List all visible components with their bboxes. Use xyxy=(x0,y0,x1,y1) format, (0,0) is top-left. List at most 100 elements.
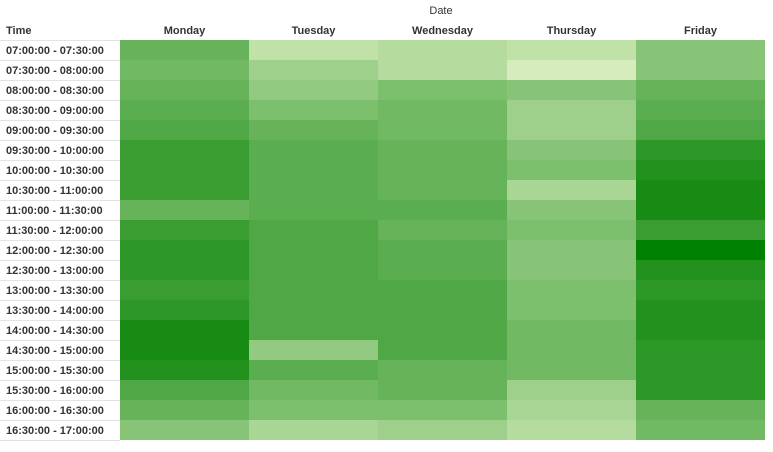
row-header: 15:30:00 - 16:00:00 xyxy=(6,385,104,397)
heatmap-cell-thursday xyxy=(507,120,636,140)
heatmap-cell-monday xyxy=(120,240,249,260)
heatmap-cell-tuesday xyxy=(249,340,378,360)
heatmap-cell-wednesday xyxy=(378,320,507,340)
heatmap-cell-tuesday xyxy=(249,200,378,220)
heatmap-cell-monday xyxy=(120,100,249,120)
heatmap-cell-tuesday xyxy=(249,400,378,420)
heatmap-cell-monday xyxy=(120,40,249,60)
heatmap-cell-friday xyxy=(636,300,765,320)
heatmap-cell-thursday xyxy=(507,320,636,340)
row-header: 12:30:00 - 13:00:00 xyxy=(6,265,104,277)
heatmap-cell-wednesday xyxy=(378,420,507,440)
heatmap-cell-monday xyxy=(120,340,249,360)
row-separators xyxy=(0,40,120,441)
heatmap-cell-tuesday xyxy=(249,220,378,240)
heatmap-cell-thursday xyxy=(507,380,636,400)
heatmap-cell-thursday xyxy=(507,360,636,380)
heatmap-cell-thursday xyxy=(507,160,636,180)
heatmap-cell-wednesday xyxy=(378,220,507,240)
heatmap-cell-thursday xyxy=(507,200,636,220)
row-header: 16:00:00 - 16:30:00 xyxy=(6,405,104,417)
heatmap-cell-friday xyxy=(636,80,765,100)
heatmap-cell-wednesday xyxy=(378,280,507,300)
heatmap-cell-tuesday xyxy=(249,240,378,260)
row-header: 09:00:00 - 09:30:00 xyxy=(6,125,104,137)
row-header: 15:00:00 - 15:30:00 xyxy=(6,365,104,377)
column-headers: Monday Tuesday Wednesday Thursday Friday xyxy=(164,25,718,37)
row-header: 07:30:00 - 08:00:00 xyxy=(6,65,104,77)
heatmap-cell-thursday xyxy=(507,300,636,320)
heatmap-cell-wednesday xyxy=(378,260,507,280)
heatmap-cell-monday xyxy=(120,120,249,140)
column-header-tuesday: Tuesday xyxy=(292,25,337,37)
heatmap-cell-tuesday xyxy=(249,100,378,120)
heatmap-cell-monday xyxy=(120,360,249,380)
heatmap-cell-wednesday xyxy=(378,120,507,140)
heatmap-cell-friday xyxy=(636,60,765,80)
column-header-friday: Friday xyxy=(684,25,718,37)
heatmap-cell-monday xyxy=(120,180,249,200)
heatmap-cell-monday xyxy=(120,420,249,440)
heatmap-cell-wednesday xyxy=(378,200,507,220)
heatmap-cell-monday xyxy=(120,400,249,420)
heatmap-cell-tuesday xyxy=(249,260,378,280)
heatmap-cell-wednesday xyxy=(378,80,507,100)
heatmap-cell-thursday xyxy=(507,180,636,200)
heatmap-cell-monday xyxy=(120,80,249,100)
row-headers: 07:00:00 - 07:30:00 07:30:00 - 08:00:00 08… xyxy=(6,45,104,437)
heatmap-cell-tuesday xyxy=(249,360,378,380)
row-header: 11:30:00 - 12:00:00 xyxy=(6,225,103,237)
heatmap-cell-friday xyxy=(636,180,765,200)
heatmap-cell-wednesday xyxy=(378,300,507,320)
row-header: 12:00:00 - 12:30:00 xyxy=(6,245,104,257)
row-header: 11:00:00 - 11:30:00 xyxy=(6,205,103,217)
heatmap-cell-wednesday xyxy=(378,180,507,200)
heatmap-cell-wednesday xyxy=(378,240,507,260)
heatmap-cell-tuesday xyxy=(249,140,378,160)
heatmap-cell-thursday xyxy=(507,420,636,440)
heatmap-cell-wednesday xyxy=(378,60,507,80)
heatmap-cell-wednesday xyxy=(378,380,507,400)
heatmap-cell-tuesday xyxy=(249,180,378,200)
heatmap-cells xyxy=(120,40,765,440)
heatmap-cell-monday xyxy=(120,260,249,280)
heatmap-cell-friday xyxy=(636,320,765,340)
heatmap-cell-friday xyxy=(636,140,765,160)
heatmap-cell-friday xyxy=(636,240,765,260)
heatmap-cell-monday xyxy=(120,280,249,300)
column-header-wednesday: Wednesday xyxy=(412,25,474,37)
heatmap-cell-thursday xyxy=(507,400,636,420)
row-header: 08:00:00 - 08:30:00 xyxy=(6,85,104,97)
row-header: 07:00:00 - 07:30:00 xyxy=(6,45,104,57)
heatmap-cell-friday xyxy=(636,340,765,360)
heatmap-cell-monday xyxy=(120,60,249,80)
heatmap-cell-tuesday xyxy=(249,80,378,100)
heatmap-cell-monday xyxy=(120,380,249,400)
heatmap-cell-friday xyxy=(636,120,765,140)
heatmap-cell-tuesday xyxy=(249,380,378,400)
heatmap-cell-thursday xyxy=(507,80,636,100)
heatmap-cell-friday xyxy=(636,280,765,300)
heatmap-cell-wednesday xyxy=(378,140,507,160)
row-header: 13:30:00 - 14:00:00 xyxy=(6,305,104,317)
heatmap-cell-thursday xyxy=(507,220,636,240)
heatmap-cell-thursday xyxy=(507,340,636,360)
heatmap-cell-friday xyxy=(636,380,765,400)
heatmap-cell-friday xyxy=(636,160,765,180)
heatmap-cell-wednesday xyxy=(378,160,507,180)
heatmap-cell-wednesday xyxy=(378,360,507,380)
heatmap-cell-tuesday xyxy=(249,320,378,340)
row-header: 08:30:00 - 09:00:00 xyxy=(6,105,104,117)
date-group-label: Date xyxy=(429,5,452,17)
heatmap-cell-friday xyxy=(636,200,765,220)
heatmap-cell-monday xyxy=(120,160,249,180)
row-header: 13:00:00 - 13:30:00 xyxy=(6,285,104,297)
heatmap-cell-thursday xyxy=(507,140,636,160)
heatmap-cell-tuesday xyxy=(249,300,378,320)
heatmap-cell-tuesday xyxy=(249,120,378,140)
heatmap-cell-friday xyxy=(636,400,765,420)
heatmap-cell-friday xyxy=(636,100,765,120)
column-header-thursday: Thursday xyxy=(547,25,597,37)
heatmap-cell-monday xyxy=(120,140,249,160)
